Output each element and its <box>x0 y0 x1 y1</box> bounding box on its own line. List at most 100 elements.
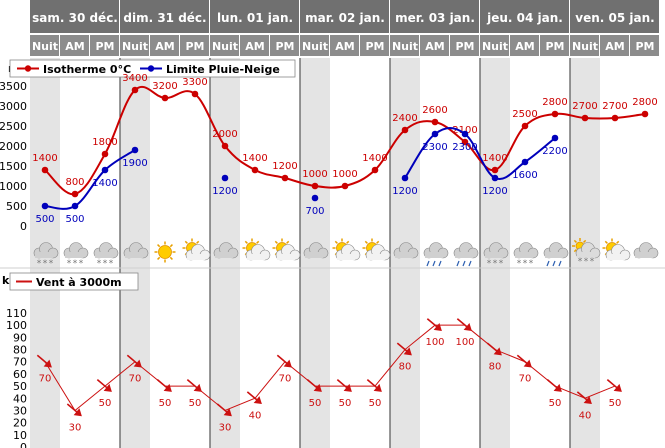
rain-snow-point <box>41 202 49 210</box>
period-label: Nuit <box>32 40 58 53</box>
period-cell <box>60 35 89 56</box>
period-label: PM <box>95 40 114 53</box>
rain-snow-point <box>131 146 139 154</box>
sun-cloud-icon <box>362 238 391 261</box>
wind-arrow <box>276 354 292 368</box>
rain-snow-point <box>101 166 109 174</box>
isotherm-point <box>161 94 169 102</box>
isotherm-value-label: 3300 <box>182 77 207 88</box>
period-cell <box>270 35 299 56</box>
wind-arrow <box>156 379 172 392</box>
day-label: ven. 05 jan. <box>575 11 654 25</box>
wind-value-label: 100 <box>425 337 444 348</box>
wind-tick-label: 20 <box>13 417 27 430</box>
isotherm-point <box>461 138 469 146</box>
period-label: PM <box>275 40 294 53</box>
isotherm-value-label: 1400 <box>32 153 57 164</box>
wind-value-label: 50 <box>549 398 562 409</box>
legend-marker <box>24 65 32 72</box>
sun-cloud-icon <box>332 238 361 261</box>
period-cell <box>600 35 629 56</box>
wind-tick-label: 0 <box>20 441 27 448</box>
altitude-legend: Isotherme 0°C Limite Pluie-Neige <box>9 59 296 78</box>
wind-arrow <box>186 379 202 392</box>
rain-snow-value-label: 1900 <box>122 158 147 169</box>
altitude-tick-label: 3000 <box>0 100 27 113</box>
isotherm-point <box>371 166 379 174</box>
period-label: PM <box>185 40 204 53</box>
snow-cloud-icon: * * * <box>513 242 539 269</box>
isotherm-point <box>311 182 319 190</box>
period-label: PM <box>545 40 564 53</box>
period-cell <box>300 35 329 56</box>
day-header <box>120 0 209 33</box>
wind-value-label: 50 <box>189 398 202 409</box>
day-header <box>390 0 479 33</box>
svg-text:*: * <box>97 259 102 269</box>
wind-value-label: 50 <box>99 398 112 409</box>
isotherm-point <box>581 114 589 122</box>
svg-text:*: * <box>79 259 84 269</box>
period-cell <box>30 35 59 56</box>
day-label: lun. 01 jan. <box>217 11 293 25</box>
isotherm-value-label: 2700 <box>572 101 597 112</box>
isotherm-value-label: 2800 <box>632 97 657 108</box>
period-cell <box>240 35 269 56</box>
day-header <box>210 0 299 33</box>
rain-snow-point <box>221 174 229 182</box>
isotherm-point <box>281 174 289 182</box>
period-cell <box>180 35 209 56</box>
sun-icon <box>154 241 176 263</box>
isotherm-value-label: 1000 <box>332 169 357 180</box>
wind-arrow <box>546 379 562 392</box>
cloud-icon <box>123 242 149 259</box>
rain-snow-point <box>491 174 499 182</box>
wind-arrow <box>126 354 142 368</box>
cloud-icon <box>213 242 239 259</box>
sun-cloud-icon <box>272 238 301 261</box>
svg-text:*: * <box>584 257 589 267</box>
rain-snow-value-label: 1200 <box>392 186 417 197</box>
sun-cloud-icon <box>602 238 631 261</box>
rain-snow-point <box>431 130 439 138</box>
isotherm-point <box>401 126 409 134</box>
period-label: AM <box>65 40 84 53</box>
svg-text:*: * <box>493 259 498 269</box>
isotherm-point <box>71 190 79 198</box>
altitude-tick-label: 1000 <box>0 180 27 193</box>
rain-cloud-icon <box>543 242 569 267</box>
wind-arrow <box>606 379 622 392</box>
wind-arrow <box>426 318 442 331</box>
isotherm-point <box>41 166 49 174</box>
isotherm-series: 1400 800 1800 3400 3200 3300 2000 1400 1200 1000 1… <box>32 73 658 198</box>
period-cell <box>150 35 179 56</box>
isotherm-point <box>551 110 559 118</box>
wind-tick-label: 10 <box>13 429 27 442</box>
rain-snow-point <box>311 194 319 202</box>
svg-text:*: * <box>590 257 595 267</box>
wind-tick-label: 110 <box>6 307 27 320</box>
svg-text:*: * <box>73 259 78 269</box>
rain-snow-value-label: 1600 <box>512 170 537 181</box>
cloud-icon <box>303 242 329 259</box>
period-label: Nuit <box>482 40 508 53</box>
isotherm-value-label: 1000 <box>302 169 327 180</box>
period-cell <box>420 35 449 56</box>
period-cell <box>360 35 389 56</box>
wind-tick-label: 60 <box>13 368 27 381</box>
period-header-row: Nuit AM PM Nuit AM PM Nuit AM PM Nuit AM PM Nuit AM PM… <box>30 35 659 56</box>
rain-snow-line <box>404 127 556 181</box>
isotherm-point <box>101 150 109 158</box>
svg-text:*: * <box>103 259 108 269</box>
isotherm-point <box>641 110 649 118</box>
wind-tick-label: 40 <box>13 392 27 405</box>
period-cell <box>120 35 149 56</box>
snow-cloud-icon: * * * <box>483 242 509 269</box>
day-header <box>480 0 569 33</box>
wind-arrow <box>516 354 532 368</box>
legend-marker <box>147 65 155 72</box>
svg-text:*: * <box>517 259 522 269</box>
rain-snow-value-label: 2200 <box>542 146 567 157</box>
snow-cloud-icon: * * * <box>93 242 119 269</box>
